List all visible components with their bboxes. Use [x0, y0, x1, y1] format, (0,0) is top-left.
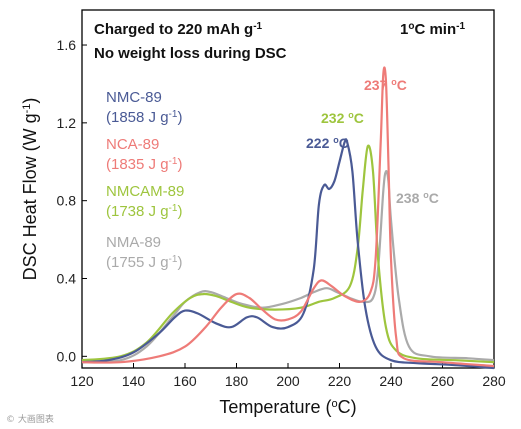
peak-label-nma: 238 oC	[396, 190, 439, 206]
legend-name-nca: NCA-89	[106, 136, 159, 153]
y-tick-label: 1.2	[57, 115, 77, 131]
peak-label-nmcam: 232 oC	[321, 110, 364, 126]
x-tick-label: 140	[122, 373, 146, 389]
x-axis: 120 140 160 180 200 220 240 260 280	[70, 363, 506, 389]
x-tick-label: 180	[225, 373, 249, 389]
y-tick-label: 0.4	[57, 271, 77, 287]
series-line-nmc-89	[81, 138, 495, 370]
y-tick-label: 1.6	[57, 37, 77, 53]
series-line-nmcam-89	[81, 144, 495, 364]
peak-label-nca: 237 oC	[364, 77, 407, 93]
y-axis: 0.0 0.4 0.8 1.2 1.6	[57, 37, 87, 364]
legend-name-nmc: NMC-89	[106, 89, 162, 106]
legend-energy-nmc: (1858 J g-1)	[106, 109, 182, 127]
x-axis-label: Temperature (oC)	[219, 397, 356, 417]
condition-line-2: No weight loss during DSC	[94, 45, 287, 62]
x-tick-label: 160	[173, 373, 197, 389]
legend-energy-nmcam: (1738 J g-1)	[106, 203, 182, 221]
y-axis-label: DSC Heat Flow (W g-1)	[20, 98, 40, 281]
y-tick-label: 0.8	[57, 193, 77, 209]
legend-name-nma: NMA-89	[106, 234, 161, 251]
x-tick-label: 220	[328, 373, 352, 389]
x-tick-label: 260	[431, 373, 455, 389]
legend: NMC-89 (1858 J g-1) NCA-89 (1835 J g-1) …	[106, 89, 184, 271]
data-series	[81, 66, 495, 370]
watermark: © 大画图表	[6, 413, 54, 425]
heating-rate: 1oC min-1	[400, 21, 465, 39]
legend-name-nmcam: NMCAM-89	[106, 183, 184, 200]
series-line-nca-89	[81, 66, 495, 368]
condition-line-1: Charged to 220 mAh g-1	[94, 21, 263, 39]
x-tick-label: 240	[379, 373, 403, 389]
peak-label-nmc: 222 oC	[306, 135, 349, 151]
legend-energy-nca: (1835 J g-1)	[106, 156, 182, 174]
x-tick-label: 280	[482, 373, 506, 389]
x-tick-label: 200	[276, 373, 300, 389]
legend-energy-nma: (1755 J g-1)	[106, 254, 182, 272]
y-tick-label: 0.0	[57, 348, 77, 364]
x-tick-label: 120	[70, 373, 94, 389]
